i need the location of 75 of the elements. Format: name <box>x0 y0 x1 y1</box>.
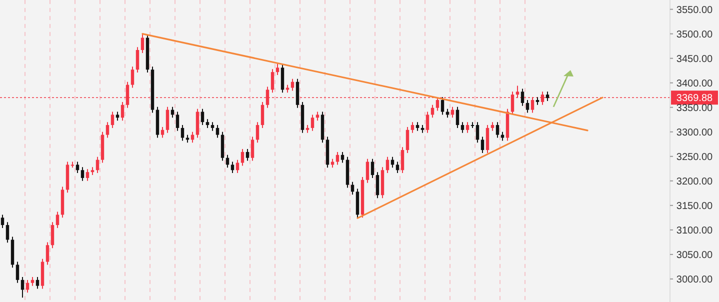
candlestick <box>276 63 280 76</box>
candlestick <box>216 124 220 138</box>
candlestick <box>256 122 260 144</box>
candlestick <box>180 124 184 142</box>
y-tick-label: 3250.00 <box>676 152 714 163</box>
candlestick <box>6 222 10 244</box>
candlestick <box>460 122 464 134</box>
y-tick-label: 3550.00 <box>676 4 714 16</box>
candlestick <box>436 96 440 112</box>
y-tick-label: 3000.00 <box>676 274 714 286</box>
y-tick-label: 3450.00 <box>676 54 714 65</box>
candlestick <box>106 122 110 138</box>
candlestick <box>336 151 340 166</box>
y-tick-label: 3100.00 <box>676 225 714 236</box>
candlestick <box>410 122 414 134</box>
candlestick <box>140 33 144 54</box>
candlestick <box>546 91 550 102</box>
candlestick <box>386 156 390 174</box>
y-tick-label: 3200.00 <box>676 176 714 188</box>
y-tick-label: 3150.00 <box>676 200 714 212</box>
y-tick-label: 3050.00 <box>676 250 714 261</box>
candlestick <box>220 131 224 162</box>
candlestick <box>86 168 90 182</box>
candlestick <box>366 158 370 184</box>
candlestick <box>466 122 470 134</box>
candlestick <box>176 111 180 132</box>
candlestick <box>250 136 254 162</box>
candlestick <box>426 111 430 134</box>
candlestick <box>356 188 360 219</box>
y-tick-label: 3500.00 <box>676 29 714 40</box>
candlestick <box>230 161 234 174</box>
candlestick <box>396 161 400 174</box>
candlestick <box>136 46 140 74</box>
candlestick <box>36 276 40 290</box>
candlestick <box>310 114 314 132</box>
candlestick <box>406 126 410 154</box>
candlestick <box>296 78 300 108</box>
candlestick <box>270 68 274 94</box>
candlestick <box>526 100 530 114</box>
candlestick <box>456 106 460 128</box>
candlestick <box>110 111 114 128</box>
candlestick <box>166 106 170 134</box>
candlestick <box>340 151 344 164</box>
candlestick <box>196 108 200 138</box>
candlestick <box>50 222 54 249</box>
ref-line-label: 3369.88 <box>676 93 714 104</box>
candlestick <box>46 242 50 266</box>
candlestick <box>480 136 484 154</box>
y-tick-label: 3300.00 <box>676 127 714 138</box>
candlestick <box>120 101 124 122</box>
y-tick-label: 3400.00 <box>676 78 714 90</box>
candlestick <box>0 214 4 228</box>
candlestick <box>400 146 404 174</box>
candlestick <box>486 124 490 154</box>
candlestick <box>496 122 500 138</box>
candlestick <box>280 64 284 94</box>
candlestick <box>16 261 20 284</box>
candlestick <box>246 148 250 162</box>
candlestick <box>290 78 294 92</box>
candlestick <box>80 166 84 182</box>
candlestick <box>96 156 100 174</box>
candlestick <box>130 66 134 88</box>
candlestick <box>520 88 524 106</box>
candlestick <box>76 161 80 174</box>
candlestick <box>20 276 24 298</box>
candlestick <box>376 172 380 199</box>
candlestick <box>240 148 244 166</box>
candlestick <box>56 211 60 228</box>
y-tick-label: 3350.00 <box>676 102 714 114</box>
candlestick <box>260 101 264 128</box>
candlestick <box>440 96 444 116</box>
candlestick <box>476 122 480 144</box>
candlestick <box>160 126 164 138</box>
candlestick <box>200 108 204 126</box>
candlestick <box>370 158 374 178</box>
